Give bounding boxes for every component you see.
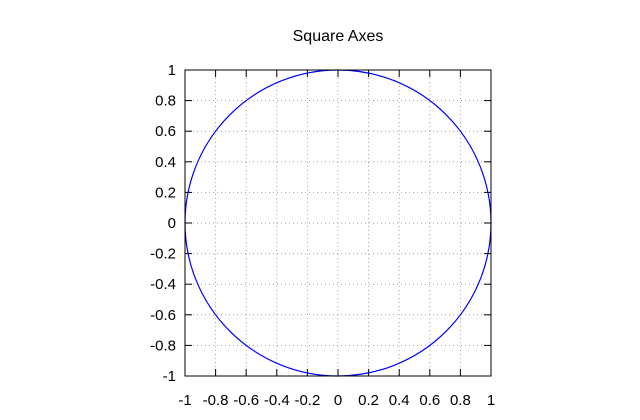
y-tick-label: 0.4 xyxy=(155,154,176,171)
x-tick-label: 0.8 xyxy=(450,392,471,409)
y-tick-label: -0.4 xyxy=(150,276,176,293)
x-tick-label: -0.4 xyxy=(264,392,290,409)
grid xyxy=(185,70,491,376)
y-tick-label: 0.2 xyxy=(155,184,176,201)
y-tick-label: 0 xyxy=(168,215,176,232)
y-tick-label: -0.2 xyxy=(150,246,176,263)
y-tick-label: -0.8 xyxy=(150,337,176,354)
x-tick-label: -0.2 xyxy=(294,392,320,409)
x-tick-label: 0.4 xyxy=(389,392,410,409)
plot-area xyxy=(184,69,492,377)
y-tick-label: 1 xyxy=(168,62,176,79)
x-tick-label: 0 xyxy=(334,392,342,409)
y-tick-labels: -1 -0.8 -0.6 -0.4 -0.2 0 0.2 0.4 0.6 0.8 1 xyxy=(150,62,176,385)
x-tick-label: -0.8 xyxy=(203,392,229,409)
chart-title: Square Axes xyxy=(293,28,384,45)
tick-marks xyxy=(184,69,492,377)
x-tick-label: 0.2 xyxy=(358,392,379,409)
x-tick-labels: -1 -0.8 -0.6 -0.4 -0.2 0 0.2 0.4 0.6 0.8 1 xyxy=(178,392,495,409)
y-tick-label: -0.6 xyxy=(150,307,176,324)
x-tick-label: 1 xyxy=(487,392,495,409)
y-tick-label: 0.8 xyxy=(155,93,176,110)
x-tick-label: 0.6 xyxy=(419,392,440,409)
y-tick-label: 0.6 xyxy=(155,123,176,140)
x-tick-label: -0.6 xyxy=(233,392,259,409)
y-tick-label: -1 xyxy=(163,368,176,385)
x-tick-label: -1 xyxy=(178,392,191,409)
plot-frame xyxy=(184,69,492,377)
